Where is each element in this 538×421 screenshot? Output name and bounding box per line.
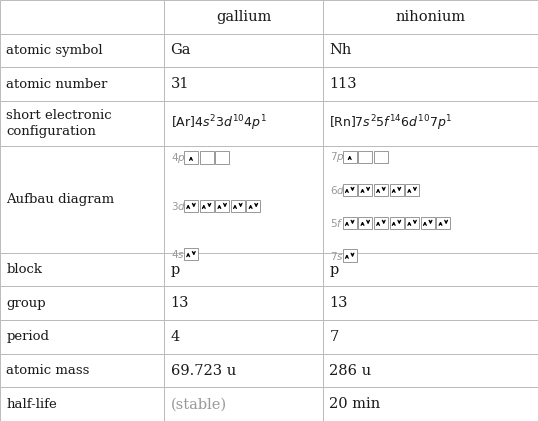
Bar — [0, 354, 164, 387]
Text: 4: 4 — [171, 330, 180, 344]
Text: $7p$: $7p$ — [330, 150, 344, 164]
Text: group: group — [6, 297, 46, 310]
Text: Nh: Nh — [329, 43, 352, 57]
Text: (stable): (stable) — [171, 397, 226, 411]
Bar — [323, 0, 538, 34]
Text: $4s$: $4s$ — [171, 248, 185, 260]
Bar — [164, 320, 323, 354]
Bar — [164, 354, 323, 387]
Bar — [358, 216, 372, 229]
Bar — [231, 200, 245, 212]
Text: $3d$: $3d$ — [171, 200, 186, 212]
Bar — [323, 253, 538, 286]
Text: p: p — [171, 263, 180, 277]
Bar — [0, 387, 164, 421]
Bar — [343, 151, 357, 163]
Text: 113: 113 — [329, 77, 357, 91]
Text: $\mathregular{[Ar]4}s^{2}\mathregular{3}d^{10}\mathregular{4}p^{1}$: $\mathregular{[Ar]4}s^{2}\mathregular{3}… — [171, 114, 266, 133]
Text: $6d$: $6d$ — [330, 184, 345, 196]
Text: Aufbau diagram: Aufbau diagram — [6, 193, 115, 206]
Bar — [374, 216, 388, 229]
Bar — [323, 286, 538, 320]
Bar — [164, 286, 323, 320]
Text: 286 u: 286 u — [329, 364, 371, 378]
Bar — [164, 253, 323, 286]
Text: 31: 31 — [171, 77, 189, 91]
Bar — [374, 151, 388, 163]
Text: $5f$: $5f$ — [330, 217, 343, 229]
Bar — [0, 67, 164, 101]
Bar — [164, 0, 323, 34]
Text: $7s$: $7s$ — [330, 250, 344, 262]
Bar — [164, 34, 323, 67]
Bar — [200, 200, 214, 212]
Text: 13: 13 — [171, 296, 189, 310]
Text: atomic number: atomic number — [6, 77, 108, 91]
Text: Ga: Ga — [171, 43, 191, 57]
Text: p: p — [329, 263, 338, 277]
Text: $\mathregular{[Rn]7}s^{2}\mathregular{5}f^{14}\mathregular{6}d^{10}\mathregular{: $\mathregular{[Rn]7}s^{2}\mathregular{5}… — [329, 114, 452, 133]
Bar — [323, 147, 538, 253]
Text: atomic mass: atomic mass — [6, 364, 90, 377]
Bar — [164, 101, 323, 147]
Bar — [164, 387, 323, 421]
Bar — [200, 152, 214, 164]
Bar — [374, 184, 388, 196]
Bar — [358, 184, 372, 196]
Bar — [184, 248, 198, 260]
Bar — [0, 320, 164, 354]
Bar — [164, 67, 323, 101]
Text: short electronic
configuration: short electronic configuration — [6, 109, 112, 138]
Bar — [390, 184, 404, 196]
Bar — [343, 184, 357, 196]
Text: period: period — [6, 330, 49, 344]
Text: nihonium: nihonium — [395, 10, 465, 24]
Text: 13: 13 — [329, 296, 348, 310]
Text: 7: 7 — [329, 330, 338, 344]
Bar — [215, 152, 229, 164]
Bar — [184, 152, 198, 164]
Bar — [405, 216, 419, 229]
Bar — [323, 34, 538, 67]
Bar — [323, 320, 538, 354]
Bar — [0, 34, 164, 67]
Text: block: block — [6, 263, 43, 276]
Text: 69.723 u: 69.723 u — [171, 364, 236, 378]
Bar — [0, 0, 164, 34]
Bar — [0, 286, 164, 320]
Bar — [343, 249, 357, 262]
Bar — [323, 387, 538, 421]
Bar — [184, 200, 198, 212]
Bar — [343, 216, 357, 229]
Text: gallium: gallium — [216, 10, 271, 24]
Bar — [0, 147, 164, 253]
Bar — [246, 200, 260, 212]
Text: $4p$: $4p$ — [171, 151, 186, 165]
Bar — [436, 216, 450, 229]
Text: 20 min: 20 min — [329, 397, 380, 411]
Bar — [323, 67, 538, 101]
Bar — [215, 200, 229, 212]
Bar — [405, 184, 419, 196]
Text: half-life: half-life — [6, 398, 57, 410]
Text: atomic symbol: atomic symbol — [6, 44, 103, 57]
Bar — [390, 216, 404, 229]
Bar — [164, 147, 323, 253]
Bar — [421, 216, 435, 229]
Bar — [323, 101, 538, 147]
Bar — [0, 101, 164, 147]
Bar — [323, 354, 538, 387]
Bar — [358, 151, 372, 163]
Bar — [0, 253, 164, 286]
